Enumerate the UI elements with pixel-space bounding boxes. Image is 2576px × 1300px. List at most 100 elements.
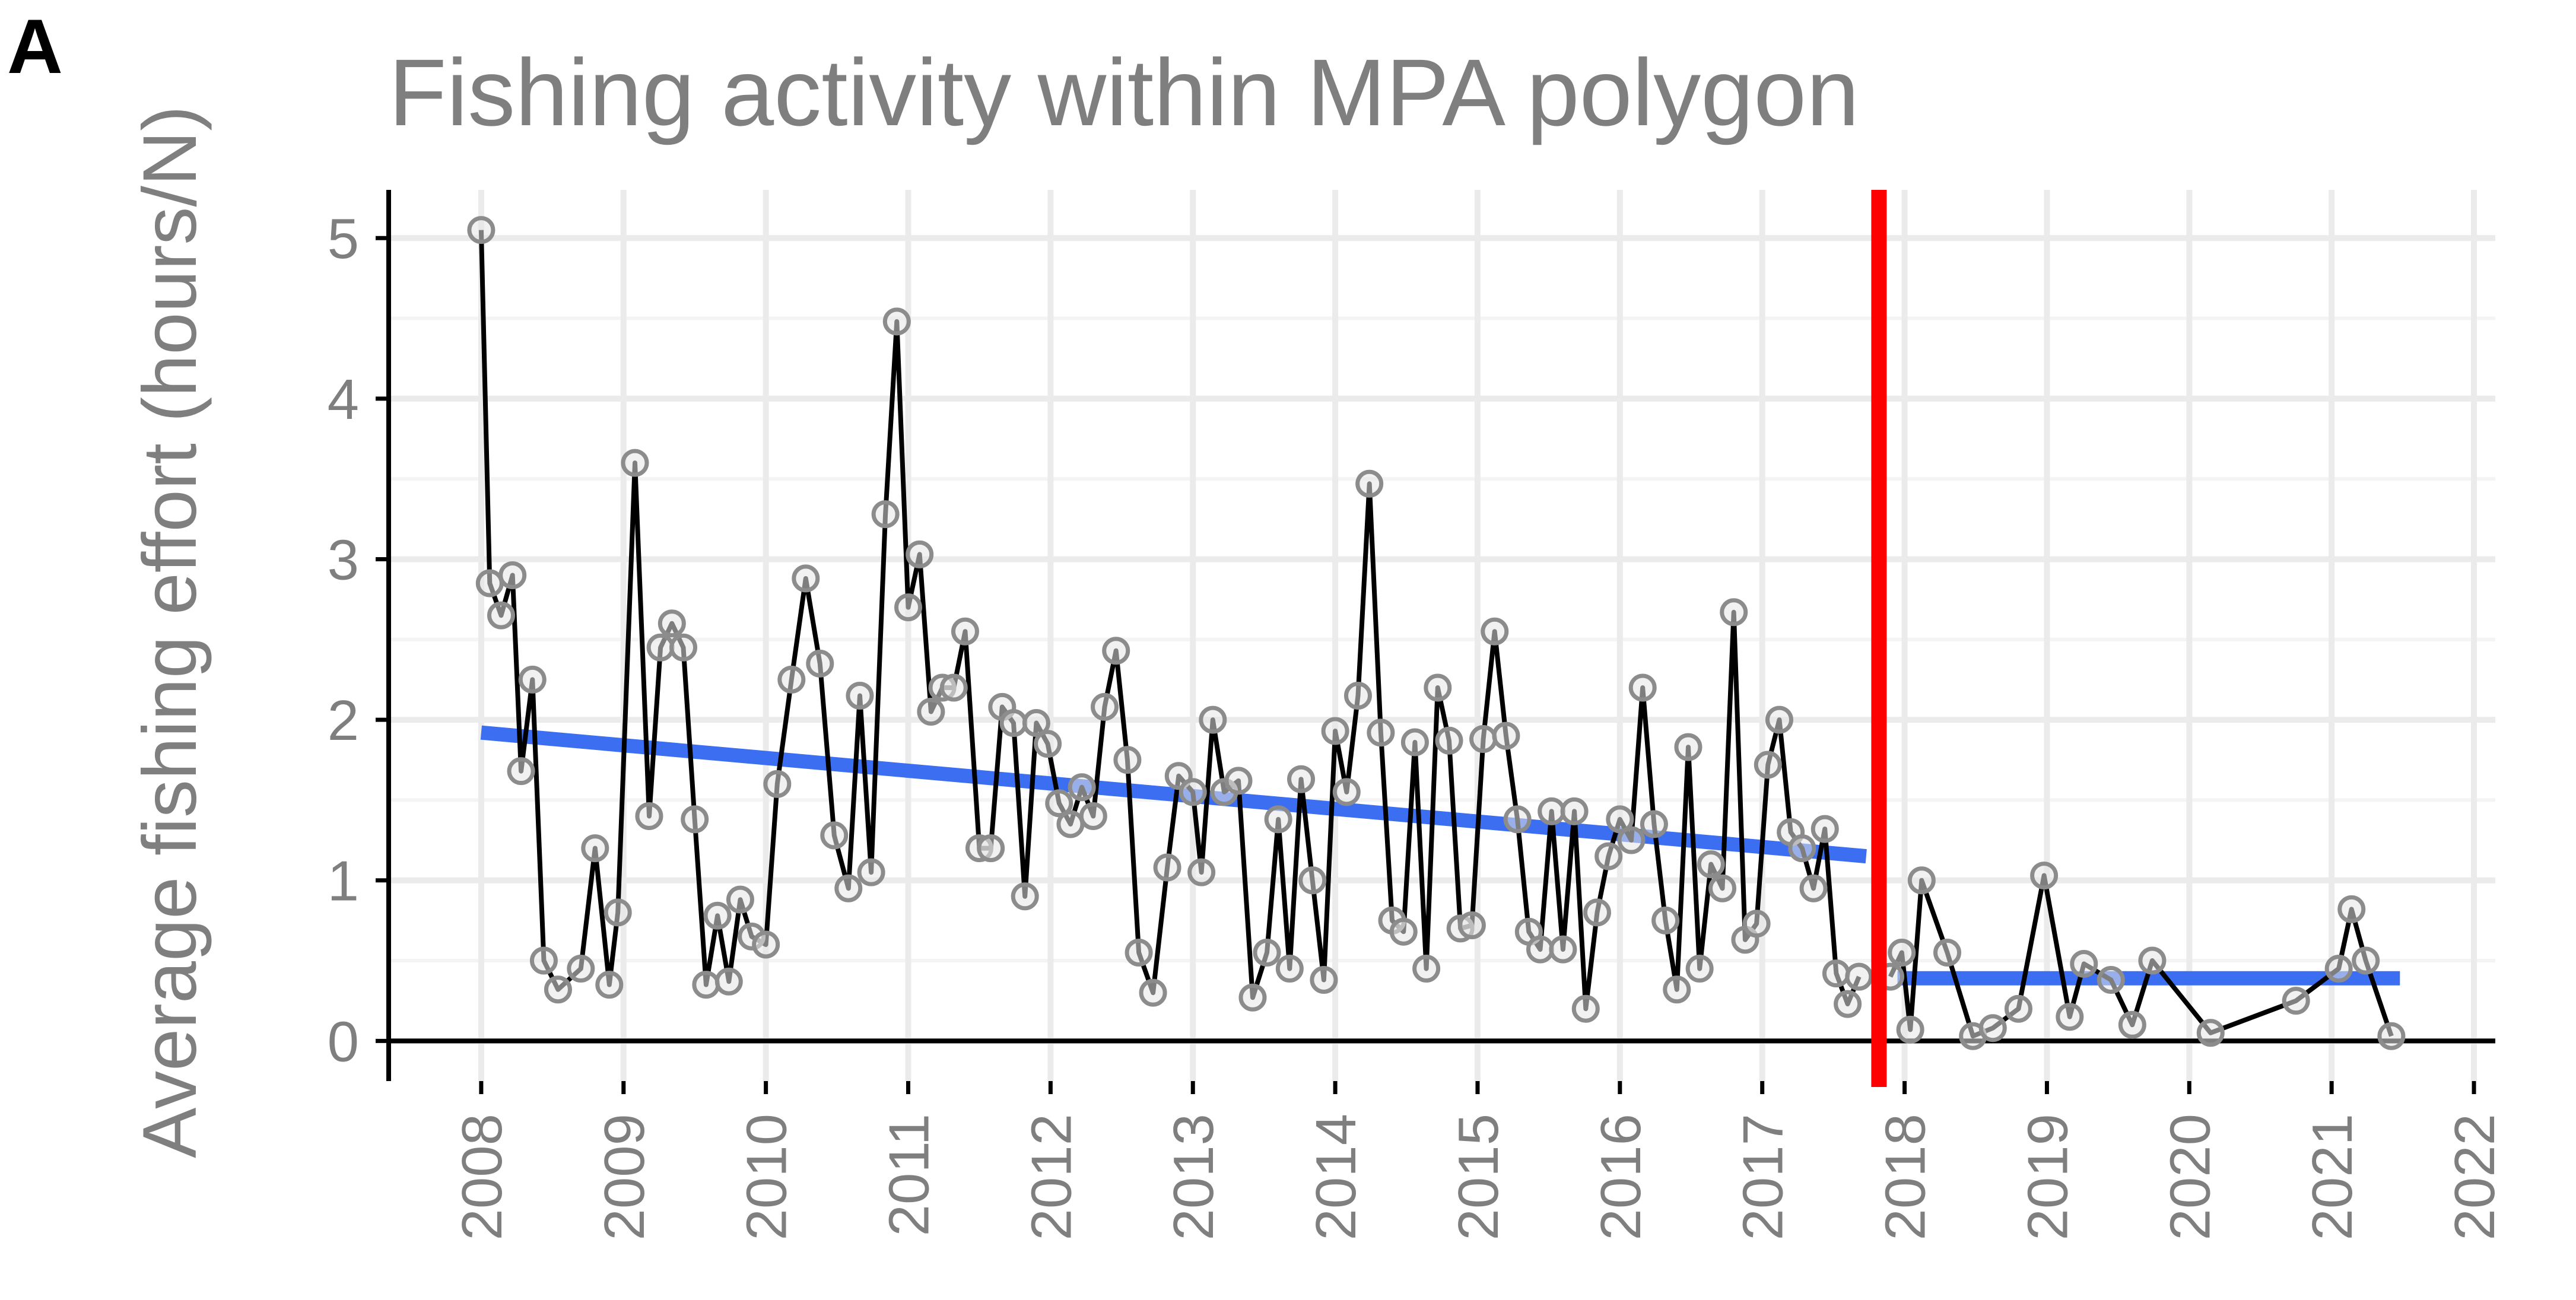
data-point (1310, 966, 1338, 994)
data-point (1651, 906, 1680, 935)
axes (386, 190, 2495, 1081)
data-point (1549, 935, 1577, 964)
data-point (1685, 955, 1714, 983)
data-point (1469, 725, 1498, 754)
data-point (1888, 938, 1916, 967)
data-point (1139, 978, 1167, 1007)
data-point (1765, 705, 1793, 734)
data-point (1298, 866, 1327, 895)
data-point (1503, 805, 1532, 834)
data-point (621, 449, 649, 477)
y-axis-title: Average fishing effort (hours/N) (128, 106, 212, 1158)
data-point (635, 802, 663, 830)
data-point (2196, 1019, 2225, 1047)
data-point (669, 633, 698, 662)
data-point (1583, 898, 1611, 927)
data-point (792, 564, 820, 593)
x-tick-label: 2020 (2158, 1114, 2222, 1241)
y-tick-label: 4 (328, 368, 359, 431)
data-point (498, 561, 527, 590)
data-point (581, 834, 609, 863)
x-tick-label: 2010 (735, 1114, 799, 1241)
x-tick-label: 2015 (1447, 1114, 1510, 1241)
data-point (2352, 946, 2380, 975)
data-point (507, 757, 535, 786)
data-point (977, 834, 1005, 863)
data-point (1435, 726, 1463, 755)
data-point (1457, 911, 1486, 939)
data-point (1355, 469, 1384, 498)
y-tick-label: 2 (328, 689, 359, 752)
data-point (726, 885, 754, 914)
data-point (2337, 895, 2366, 923)
data-point (1933, 938, 1962, 967)
data-point (1628, 673, 1657, 702)
series-line (478, 230, 1862, 1012)
data-point (917, 698, 945, 726)
data-point (1091, 692, 1119, 721)
data-point (1834, 990, 1862, 1018)
data-point (518, 665, 547, 694)
data-point (951, 617, 979, 646)
data-point (1125, 938, 1153, 967)
data-point (1153, 853, 1181, 882)
data-point (1079, 802, 1107, 830)
data-point (646, 633, 675, 662)
x-tick-label: 2014 (1304, 1114, 1368, 1241)
data-point (1810, 815, 1839, 843)
data-point (1907, 866, 1936, 895)
data-point (595, 971, 624, 999)
x-tick-label: 2016 (1589, 1114, 1653, 1241)
data-point (1102, 637, 1130, 665)
data-point (681, 805, 709, 834)
data-point (1742, 910, 1771, 938)
x-tick-label: 2009 (593, 1114, 656, 1241)
data-point (692, 971, 720, 999)
data-point (1187, 858, 1216, 886)
data-point (2097, 966, 2125, 994)
data-point (1389, 917, 1418, 946)
data-points (467, 216, 2406, 1050)
data-point (1606, 805, 1634, 834)
data-point (1720, 598, 1748, 627)
data-point (603, 898, 632, 927)
data-point (1199, 705, 1227, 734)
data-point (1822, 959, 1850, 988)
data-point (1400, 728, 1429, 757)
data-point (2056, 1003, 2084, 1031)
data-point (1978, 1014, 2007, 1042)
data-point (834, 874, 863, 902)
y-tick-label: 0 (328, 1010, 359, 1073)
x-tick-label: 2017 (1732, 1114, 1795, 1241)
data-point (1424, 673, 1452, 702)
data-point (1788, 834, 1816, 863)
y-tick-label: 1 (328, 850, 359, 913)
data-point (1321, 717, 1349, 745)
data-point (2118, 1010, 2146, 1039)
data-point (529, 946, 558, 975)
data-point (1113, 746, 1142, 774)
data-point (1674, 733, 1702, 761)
data-point (939, 673, 968, 702)
data-point (894, 593, 923, 622)
data-point (1011, 882, 1039, 911)
data-point (1224, 767, 1253, 795)
data-point (1179, 778, 1207, 806)
data-point (1663, 975, 1691, 1004)
data-point (1697, 850, 1725, 879)
data-point (882, 307, 911, 336)
data-point (1492, 721, 1520, 750)
data-point (1571, 994, 1600, 1023)
data-point (467, 216, 495, 244)
data-point (544, 975, 572, 1004)
data-point (1754, 751, 1782, 779)
data-point (763, 770, 792, 798)
panel-label: A (7, 3, 63, 90)
y-tick-label: 3 (328, 528, 359, 592)
data-point (2070, 949, 2098, 978)
data-point (1640, 810, 1668, 838)
data-point (2030, 862, 2059, 890)
x-ticks: 2008 2009 2010 2011 2012 2013 2014 2015 2016 2017… (450, 1081, 2507, 1241)
data-point (1708, 874, 1737, 902)
